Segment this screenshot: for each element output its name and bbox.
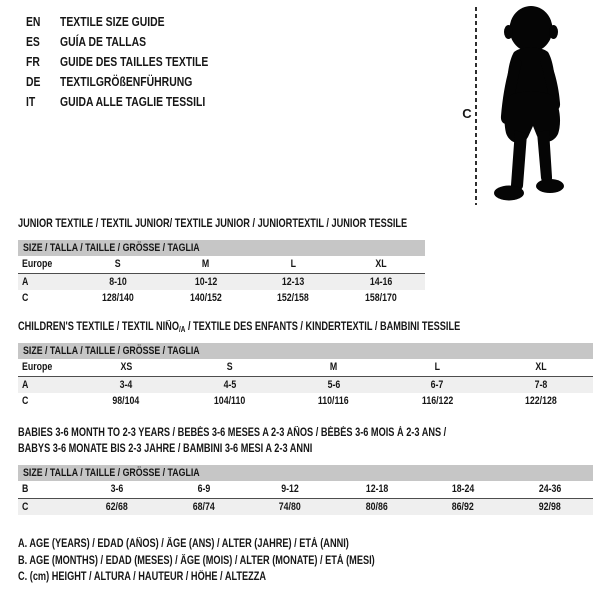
cell-value: 62/68 xyxy=(106,500,129,513)
table-row-months: B 3-6 6-9 9-12 12-18 18-24 24-36 xyxy=(18,481,593,498)
cell-value: 158/170 xyxy=(365,292,398,305)
row-label: C xyxy=(22,395,29,408)
legend-age-years: A. AGE (YEARS) / EDAD (AÑOS) / ÂGE (ANS)… xyxy=(18,538,349,550)
cell-value: 14-16 xyxy=(369,275,393,288)
table-row-height: C 62/68 68/74 74/80 80/86 86/92 92/98 xyxy=(18,498,593,515)
language-label: GUIDE DES TAILLES TEXTILE xyxy=(60,53,209,69)
size-header-bar: SIZE / TALLA / TAILLE / GRÖSSE / TAGLIA xyxy=(18,240,425,256)
cell-value: 10-12 xyxy=(194,275,217,288)
cell-value: 12-13 xyxy=(282,275,305,288)
cell-value: M xyxy=(201,258,210,271)
size-header-label: SIZE / TALLA / TAILLE / GRÖSSE / TAGLIA xyxy=(23,345,200,357)
row-label: A xyxy=(22,275,29,288)
cell-value: 24-36 xyxy=(538,483,561,496)
cell-value: 7-8 xyxy=(534,378,548,391)
language-row-es: ES GUÍA DE TALLAS xyxy=(26,31,245,51)
cell-value: 9-12 xyxy=(281,483,300,496)
height-dashed-line xyxy=(475,7,477,205)
language-code: IT xyxy=(26,94,36,110)
babies-section-title: BABIES 3-6 MONTH TO 2-3 YEARS / BEBÉS 3-… xyxy=(18,427,447,455)
language-code: FR xyxy=(26,53,40,69)
cell-value: 104/110 xyxy=(214,395,246,408)
cell-value: L xyxy=(434,361,440,374)
cell-value: 6-7 xyxy=(430,378,444,391)
children-section-title: CHILDREN'S TEXTILE / TEXTIL NIÑO/A / TEX… xyxy=(18,321,461,334)
language-list: EN TEXTILE SIZE GUIDE ES GUÍA DE TALLAS … xyxy=(26,11,245,112)
cell-value: 3-6 xyxy=(110,483,124,496)
cell-value: 12-18 xyxy=(365,483,388,496)
row-label: Europe xyxy=(22,361,53,374)
table-row-height: C 128/140 140/152 152/158 158/170 xyxy=(18,290,425,307)
row-label: C xyxy=(22,292,29,305)
language-row-fr: FR GUIDE DES TAILLES TEXTILE xyxy=(26,51,245,71)
legend-height-cm: C. (cm) HEIGHT / ALTURA / HAUTEUR / HÖHE… xyxy=(18,571,267,584)
table-row-height: C 98/104 104/110 110/116 116/122 122/128 xyxy=(18,393,593,410)
table-row-europe: Europe S M L XL xyxy=(18,256,425,273)
language-label: GUIDA ALLE TAGLIE TESSILI xyxy=(60,94,206,110)
cell-value: 74/80 xyxy=(279,500,302,513)
height-measure-label: C xyxy=(462,106,472,121)
language-row-it: IT GUIDA ALLE TAGLIE TESSILI xyxy=(26,92,245,112)
size-header-label: SIZE / TALLA / TAILLE / GRÖSSE / TAGLIA xyxy=(23,242,200,254)
language-row-de: DE TEXTILGRÖßENFÜHRUNG xyxy=(26,72,245,92)
row-divider xyxy=(18,375,593,377)
row-label: C xyxy=(22,500,29,513)
table-row-age: A 8-10 10-12 12-13 14-16 xyxy=(18,273,425,290)
size-header-label: SIZE / TALLA / TAILLE / GRÖSSE / TAGLIA xyxy=(23,467,200,479)
language-label: GUÍA DE TALLAS xyxy=(60,33,147,49)
legend-age-months: B. AGE (MONTHS) / EDAD (MESES) / ÂGE (MO… xyxy=(18,554,375,567)
cell-value: 140/152 xyxy=(189,292,222,305)
cell-value: 122/128 xyxy=(525,395,557,408)
table-row-europe: Europe XS S M L XL xyxy=(18,359,593,376)
cell-value: 98/104 xyxy=(112,395,140,408)
cell-value: XS xyxy=(120,361,132,374)
table-row-age: A 3-4 4-5 5-6 6-7 7-8 xyxy=(18,376,593,393)
cell-value: S xyxy=(226,361,233,374)
cell-value: 92/98 xyxy=(538,500,561,513)
size-header-bar: SIZE / TALLA / TAILLE / GRÖSSE / TAGLIA xyxy=(18,343,593,359)
size-header-bar: SIZE / TALLA / TAILLE / GRÖSSE / TAGLIA xyxy=(18,465,593,481)
cell-value: 8-10 xyxy=(109,275,127,288)
cell-value: XL xyxy=(535,361,547,374)
cell-value: L xyxy=(290,258,297,271)
cell-value: 5-6 xyxy=(327,378,340,391)
cell-value: 6-9 xyxy=(197,483,211,496)
cell-value: M xyxy=(329,361,338,374)
cell-value: XL xyxy=(375,258,387,271)
cell-value: 110/116 xyxy=(318,395,349,408)
language-code: DE xyxy=(26,74,41,90)
cell-value: 116/122 xyxy=(421,395,453,408)
row-divider xyxy=(18,272,425,274)
language-code: EN xyxy=(26,13,41,29)
junior-size-table: SIZE / TALLA / TAILLE / GRÖSSE / TAGLIA … xyxy=(18,240,425,307)
cell-value: 68/74 xyxy=(192,500,215,513)
baby-silhouette-icon xyxy=(494,6,564,201)
cell-value: 4-5 xyxy=(223,378,237,391)
language-label: TEXTILGRÖßENFÜHRUNG xyxy=(60,74,193,90)
row-divider xyxy=(18,497,593,499)
language-label: TEXTILE SIZE GUIDE xyxy=(60,13,165,29)
language-row-en: EN TEXTILE SIZE GUIDE xyxy=(26,11,245,31)
cell-value: S xyxy=(114,258,121,271)
cell-value: 3-4 xyxy=(119,378,133,391)
babies-size-table: SIZE / TALLA / TAILLE / GRÖSSE / TAGLIA … xyxy=(18,465,593,515)
row-label: B xyxy=(22,483,29,496)
row-label: A xyxy=(22,378,29,391)
row-label: Europe xyxy=(22,258,53,271)
language-code: ES xyxy=(26,33,40,49)
cell-value: 86/92 xyxy=(452,500,475,513)
cell-value: 128/140 xyxy=(101,292,134,305)
cell-value: 152/158 xyxy=(277,292,310,305)
junior-section-title: JUNIOR TEXTILE / TEXTIL JUNIOR/ TEXTILE … xyxy=(18,218,408,230)
cell-value: 80/86 xyxy=(365,500,388,513)
measure-legend: A. AGE (YEARS) / EDAD (AÑOS) / ÂGE (ANS)… xyxy=(18,536,464,586)
children-size-table: SIZE / TALLA / TAILLE / GRÖSSE / TAGLIA … xyxy=(18,343,593,410)
cell-value: 18-24 xyxy=(451,483,475,496)
